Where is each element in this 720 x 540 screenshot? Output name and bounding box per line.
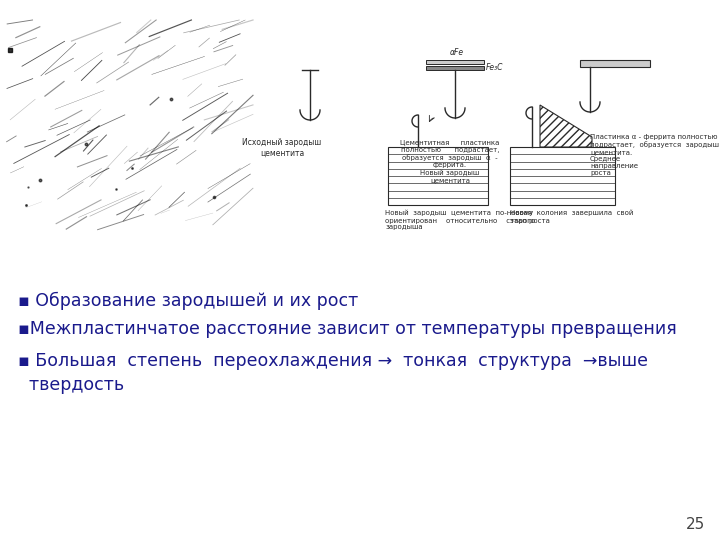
- Text: Цементитная     пластинка
полностью      подрастает,
образуется  зародыш  α  -
ф: Цементитная пластинка полностью подраста…: [400, 140, 500, 183]
- Text: ▪ Большая  степень  переохлаждения →  тонкая  структура  →выше
  твердость: ▪ Большая степень переохлаждения → тонка…: [18, 352, 648, 394]
- Bar: [426, 60, 484, 64]
- Bar: [426, 66, 484, 70]
- Bar: [510, 147, 615, 205]
- Text: Новый  зародыш  цементита  по-новому
ориентирован    относительно    старого
зар: Новый зародыш цементита по-новому ориент…: [385, 210, 535, 231]
- Text: Fe₃C: Fe₃C: [486, 64, 503, 72]
- Text: Исходный зародыш
цементита: Исходный зародыш цементита: [243, 138, 322, 157]
- Text: αFe: αFe: [450, 48, 464, 57]
- Text: Пластинка α - феррита полностью
подрастает,  образуется  зародыш
цементита.
Сред: Пластинка α - феррита полностью подраста…: [590, 134, 719, 176]
- Text: Новая  колония  завершила  свой
этап роста: Новая колония завершила свой этап роста: [510, 210, 634, 224]
- Bar: [388, 147, 488, 205]
- Polygon shape: [540, 105, 592, 147]
- Text: 25: 25: [685, 517, 705, 532]
- Bar: [580, 60, 650, 67]
- Bar: [5, 20, 253, 230]
- Text: ▪Межпластинчатое расстояние зависит от температуры превращения: ▪Межпластинчатое расстояние зависит от т…: [18, 320, 677, 338]
- Text: ▪ Образование зародышей и их рост: ▪ Образование зародышей и их рост: [18, 292, 359, 310]
